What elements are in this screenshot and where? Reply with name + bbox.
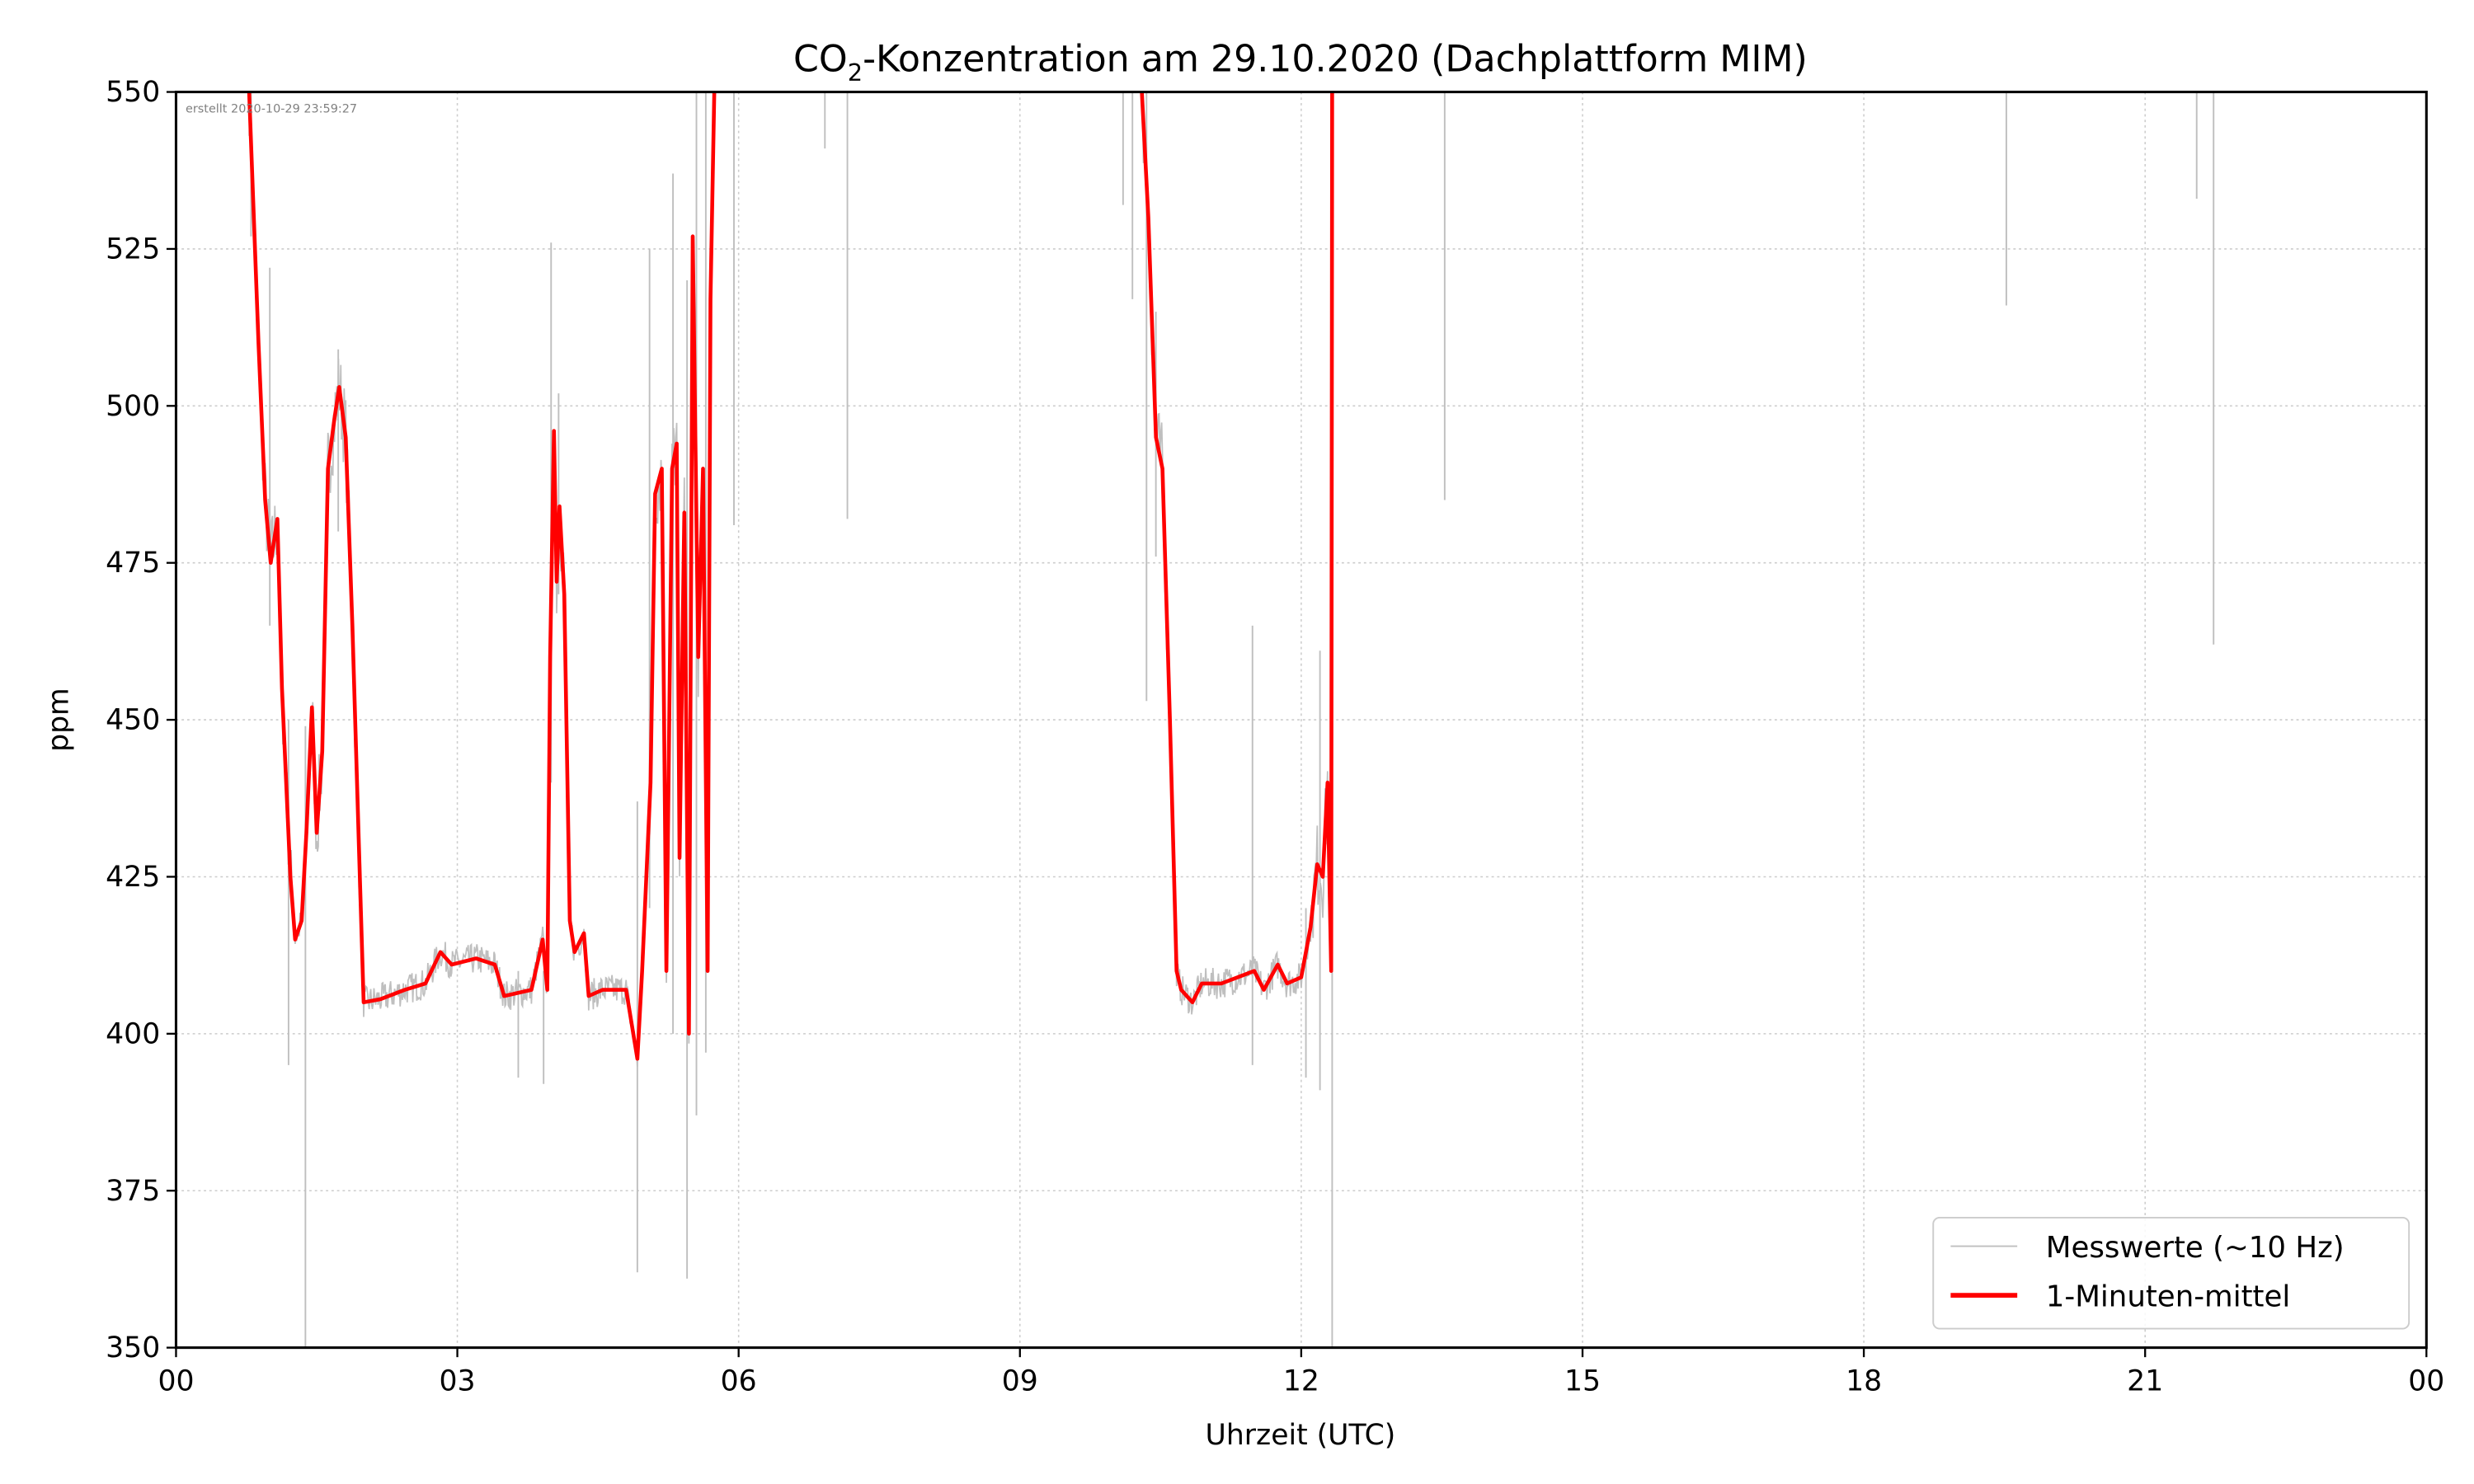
y-tick-label: 425 bbox=[106, 861, 160, 894]
y-tick-label: 375 bbox=[106, 1175, 160, 1208]
y-tick-label: 450 bbox=[106, 704, 160, 737]
legend: Messwerte (~10 Hz) 1-Minuten-mittel bbox=[1932, 1216, 2411, 1330]
created-annotation: erstellt 2020-10-29 23:59:27 bbox=[186, 103, 357, 116]
grid bbox=[175, 91, 2428, 1349]
title-prefix: CO bbox=[793, 39, 848, 81]
mean-series bbox=[247, 92, 1334, 1061]
legend-raw-label: Messwerte (~10 Hz) bbox=[2046, 1231, 2345, 1265]
y-tick-label: 475 bbox=[106, 547, 160, 580]
mean-line bbox=[247, 92, 717, 1061]
x-tick-label: 06 bbox=[721, 1365, 757, 1398]
mean-line bbox=[1140, 92, 1334, 1005]
x-tick-label: 15 bbox=[1564, 1365, 1601, 1398]
x-tick-label: 00 bbox=[158, 1365, 194, 1398]
title-suffix: -Konzentration am 29.10.2020 (Dachplattf… bbox=[863, 39, 1808, 81]
x-tick-label: 12 bbox=[1283, 1365, 1319, 1398]
y-tick-label: 550 bbox=[106, 76, 160, 109]
y-tick-label: 500 bbox=[106, 390, 160, 423]
y-tick-label: 525 bbox=[106, 232, 160, 265]
legend-mean-label: 1-Minuten-mittel bbox=[2046, 1280, 2290, 1314]
title-subscript: 2 bbox=[848, 59, 863, 87]
y-tick-label: 400 bbox=[106, 1017, 160, 1050]
x-tick-label: 00 bbox=[2408, 1365, 2444, 1398]
x-tick-label: 03 bbox=[440, 1365, 476, 1398]
y-tick-label: 350 bbox=[106, 1331, 160, 1364]
y-axis-label: ppm bbox=[43, 688, 76, 752]
x-tick-label: 18 bbox=[1846, 1365, 1882, 1398]
x-axis-label: Uhrzeit (UTC) bbox=[1206, 1419, 1396, 1452]
chart-title: CO2-Konzentration am 29.10.2020 (Dachpla… bbox=[793, 39, 1808, 87]
x-tick-label: 21 bbox=[2127, 1365, 2163, 1398]
ticks: 00 03 06 09 12 15 18 21 003503754004254504755005… bbox=[106, 76, 2444, 1397]
x-tick-label: 09 bbox=[1002, 1365, 1038, 1398]
legend-box bbox=[1932, 1216, 2411, 1330]
